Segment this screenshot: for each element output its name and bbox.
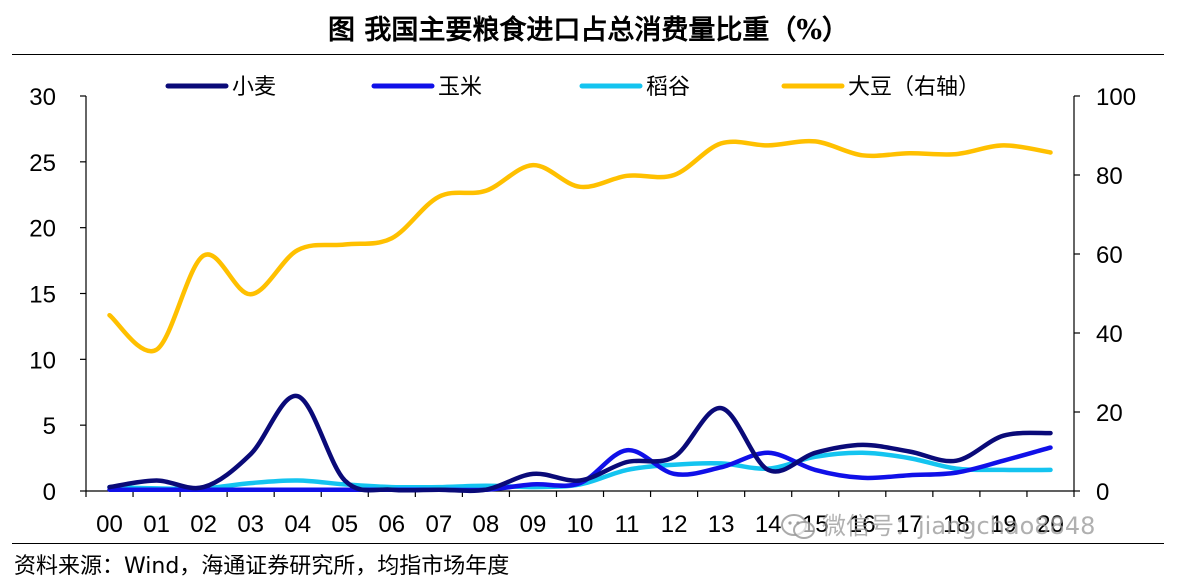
source-divider	[12, 543, 1164, 544]
x-tick-label: 12	[661, 511, 688, 538]
x-tick-label: 04	[284, 511, 311, 538]
right-tick-label: 60	[1096, 242, 1123, 269]
x-tick-label: 00	[96, 511, 123, 538]
legend-label: 玉米	[438, 75, 482, 100]
x-tick-label: 18	[943, 511, 970, 538]
title-divider	[12, 54, 1164, 55]
left-tick-label: 25	[29, 150, 56, 177]
right-tick-label: 80	[1096, 163, 1123, 190]
x-tick-label: 09	[520, 511, 547, 538]
x-tick-label: 20	[1037, 511, 1064, 538]
x-tick-label: 01	[143, 511, 170, 538]
left-tick-label: 30	[29, 84, 56, 111]
legend-label: 大豆（右轴）	[848, 75, 980, 100]
left-tick-label: 15	[29, 282, 56, 309]
left-tick-label: 0	[43, 479, 56, 506]
x-tick-label: 11	[615, 511, 640, 538]
right-tick-label: 100	[1096, 84, 1136, 111]
series-line-0	[107, 393, 1053, 494]
source-note: 资料来源：Wind，海通证券研究所，均指市场年度	[14, 554, 510, 579]
legend-label: 稻谷	[646, 75, 690, 100]
legend: 小麦 玉米 稻谷 大豆（右轴）	[165, 75, 980, 100]
x-tick-label: 19	[990, 511, 1017, 538]
watermark: 微信号：jiangchao8848	[780, 506, 1095, 541]
chart-title: 图 我国主要粮食进口占总消费量比重（%）	[327, 15, 850, 46]
x-tick-label: 17	[896, 511, 923, 538]
right-tick-label: 40	[1096, 321, 1123, 348]
left-tick-label: 20	[29, 216, 56, 243]
x-tick-label: 03	[237, 511, 264, 538]
x-tick-label: 02	[190, 511, 217, 538]
right-tick-label: 0	[1096, 479, 1109, 506]
series-layer	[107, 138, 1053, 494]
legend-label: 小麦	[232, 75, 276, 100]
x-tick-label: 16	[849, 511, 876, 538]
x-tick-label: 07	[426, 511, 453, 538]
x-tick-label: 06	[378, 511, 405, 538]
x-tick-label: 10	[567, 511, 594, 538]
left-tick-label: 10	[29, 347, 56, 374]
x-tick-label: 14	[755, 511, 782, 538]
right-tick-label: 20	[1096, 400, 1123, 427]
watermark-text: 微信号：jiangchao8848	[822, 512, 1096, 540]
x-tick-label: 08	[473, 511, 500, 538]
series-line-1	[107, 445, 1053, 493]
x-tick-label: 13	[708, 511, 735, 538]
x-tick-label: 05	[331, 511, 358, 538]
left-tick-label: 5	[43, 413, 56, 440]
series-line-3	[107, 138, 1053, 354]
wechat-icon	[781, 514, 815, 539]
